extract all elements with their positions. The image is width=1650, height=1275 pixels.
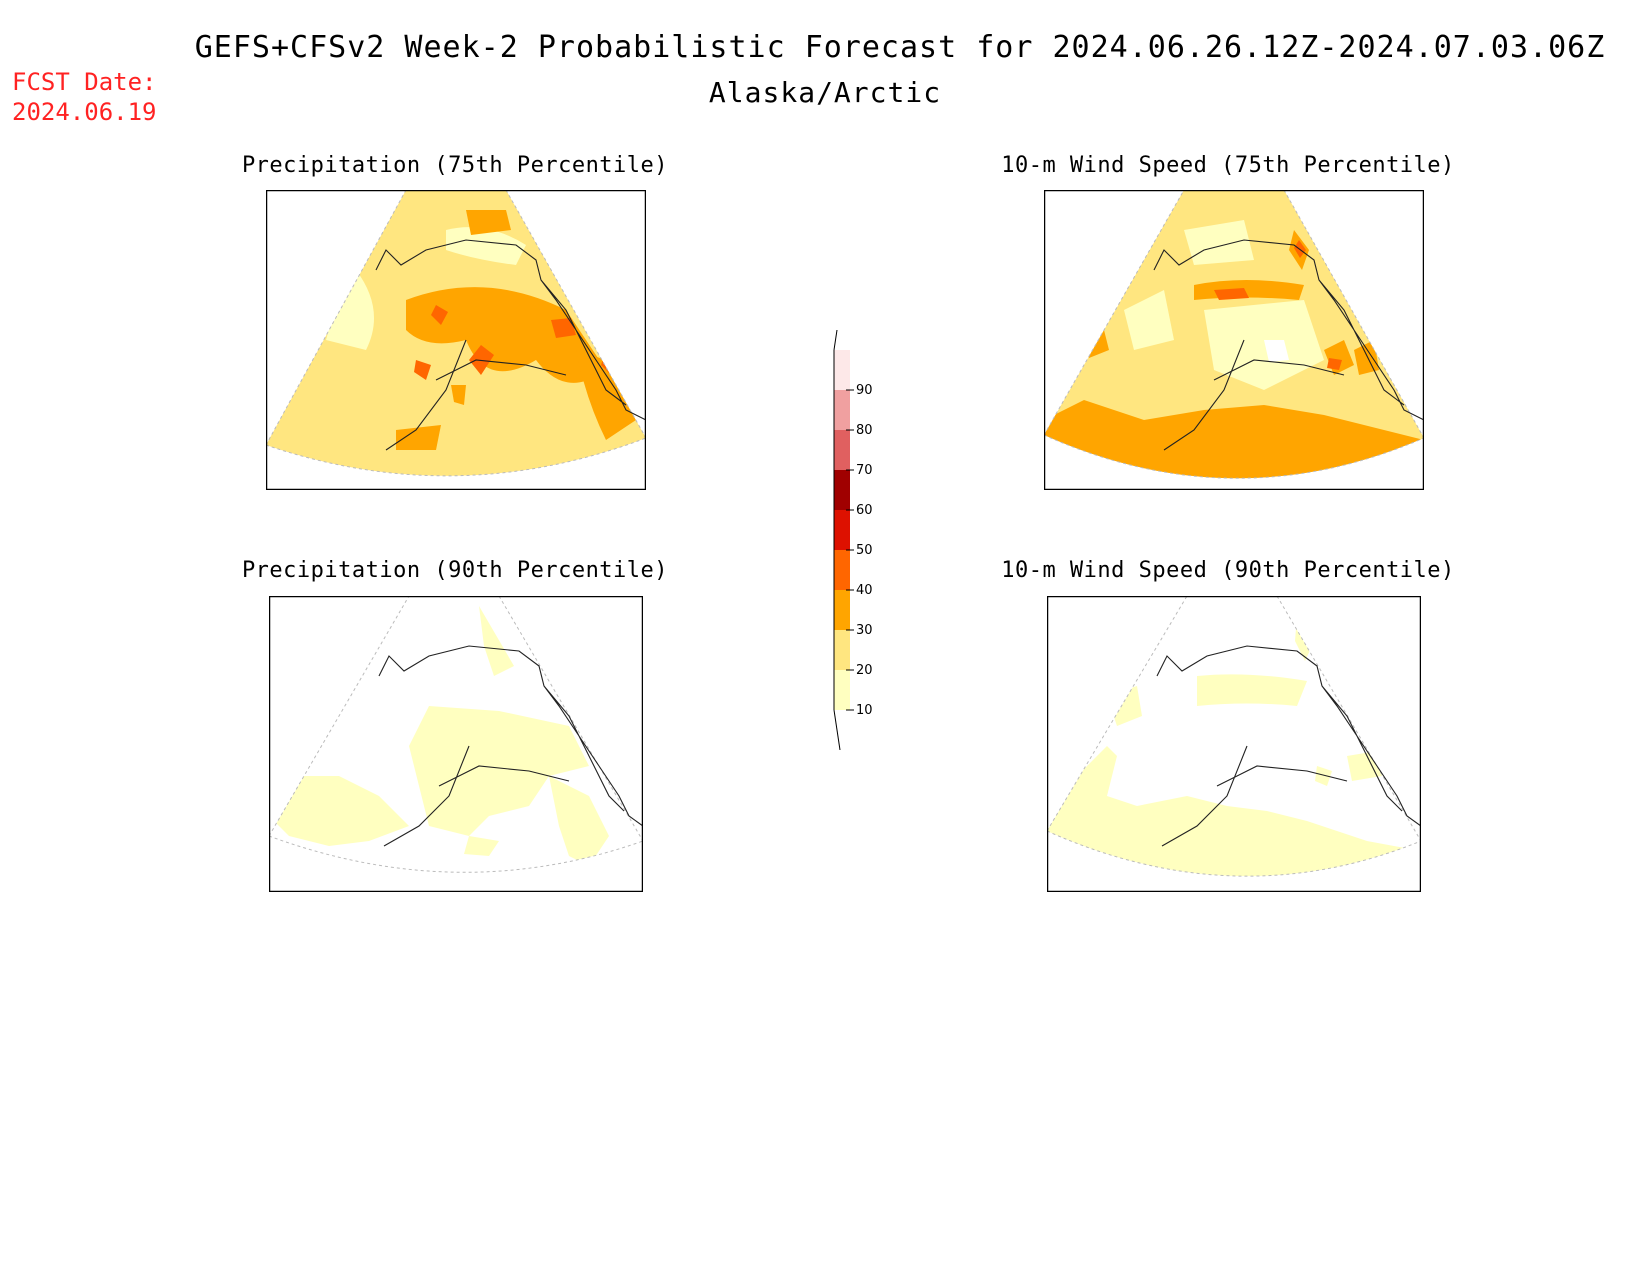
colorbar-swatch-9 bbox=[834, 350, 850, 390]
wind-90-yellow-area bbox=[1047, 746, 1421, 877]
panel-title-wind-90: 10-m Wind Speed (90th Percentile) bbox=[1001, 558, 1455, 583]
main-title: GEFS+CFSv2 Week-2 Probabilistic Forecast… bbox=[194, 30, 1606, 65]
colorbar-label-10: 10 bbox=[856, 703, 873, 718]
precip-75-orange-area bbox=[406, 287, 606, 383]
panel-title-precip-75: Precipitation (75th Percentile) bbox=[241, 153, 669, 178]
wind-90-coastline bbox=[1156, 645, 1421, 847]
colorbar-label-40: 40 bbox=[856, 583, 873, 598]
colorbar-label-60: 60 bbox=[856, 503, 873, 518]
colorbar-upper-tail bbox=[833, 330, 838, 351]
colorbar-swatch-3 bbox=[834, 590, 850, 630]
colorbar-swatch-7 bbox=[834, 430, 850, 470]
colorbar-label-80: 80 bbox=[856, 423, 873, 438]
colorbar-lower-tail bbox=[833, 709, 841, 750]
colorbar-label-90: 90 bbox=[856, 383, 873, 398]
precip-90-yellow-area bbox=[479, 606, 514, 676]
colorbar-swatch-5 bbox=[834, 510, 850, 550]
map-wind-90 bbox=[1047, 596, 1421, 892]
precip-75-coastline bbox=[375, 239, 646, 451]
colorbar-label-30: 30 bbox=[856, 623, 873, 638]
precip-90-coastline bbox=[378, 645, 643, 847]
region-title: Alaska/Arctic bbox=[708, 76, 942, 109]
map-wind-75 bbox=[1044, 190, 1424, 490]
panel-title-wind-75: 10-m Wind Speed (75th Percentile) bbox=[1001, 153, 1455, 178]
colorbar-label-20: 20 bbox=[856, 663, 873, 678]
map-precip-90 bbox=[269, 596, 643, 892]
forecast-date-value: 2024.06.19 bbox=[12, 98, 157, 126]
colorbar-label-70: 70 bbox=[856, 463, 873, 478]
colorbar-swatch-1 bbox=[834, 670, 850, 710]
wind-75-coastline bbox=[1153, 239, 1424, 451]
colorbar-swatch-4 bbox=[834, 550, 850, 590]
colorbar-swatch-2 bbox=[834, 630, 850, 670]
colorbar: 10 20 30 40 50 60 70 80 90 bbox=[833, 330, 873, 750]
colorbar-swatch-8 bbox=[834, 390, 850, 430]
colorbar-label-50: 50 bbox=[856, 543, 873, 558]
map-precip-75 bbox=[266, 190, 646, 490]
panel-title-precip-90: Precipitation (90th Percentile) bbox=[241, 558, 669, 583]
colorbar-swatch-6 bbox=[834, 470, 850, 510]
forecast-date-label: FCST Date: bbox=[12, 68, 157, 96]
